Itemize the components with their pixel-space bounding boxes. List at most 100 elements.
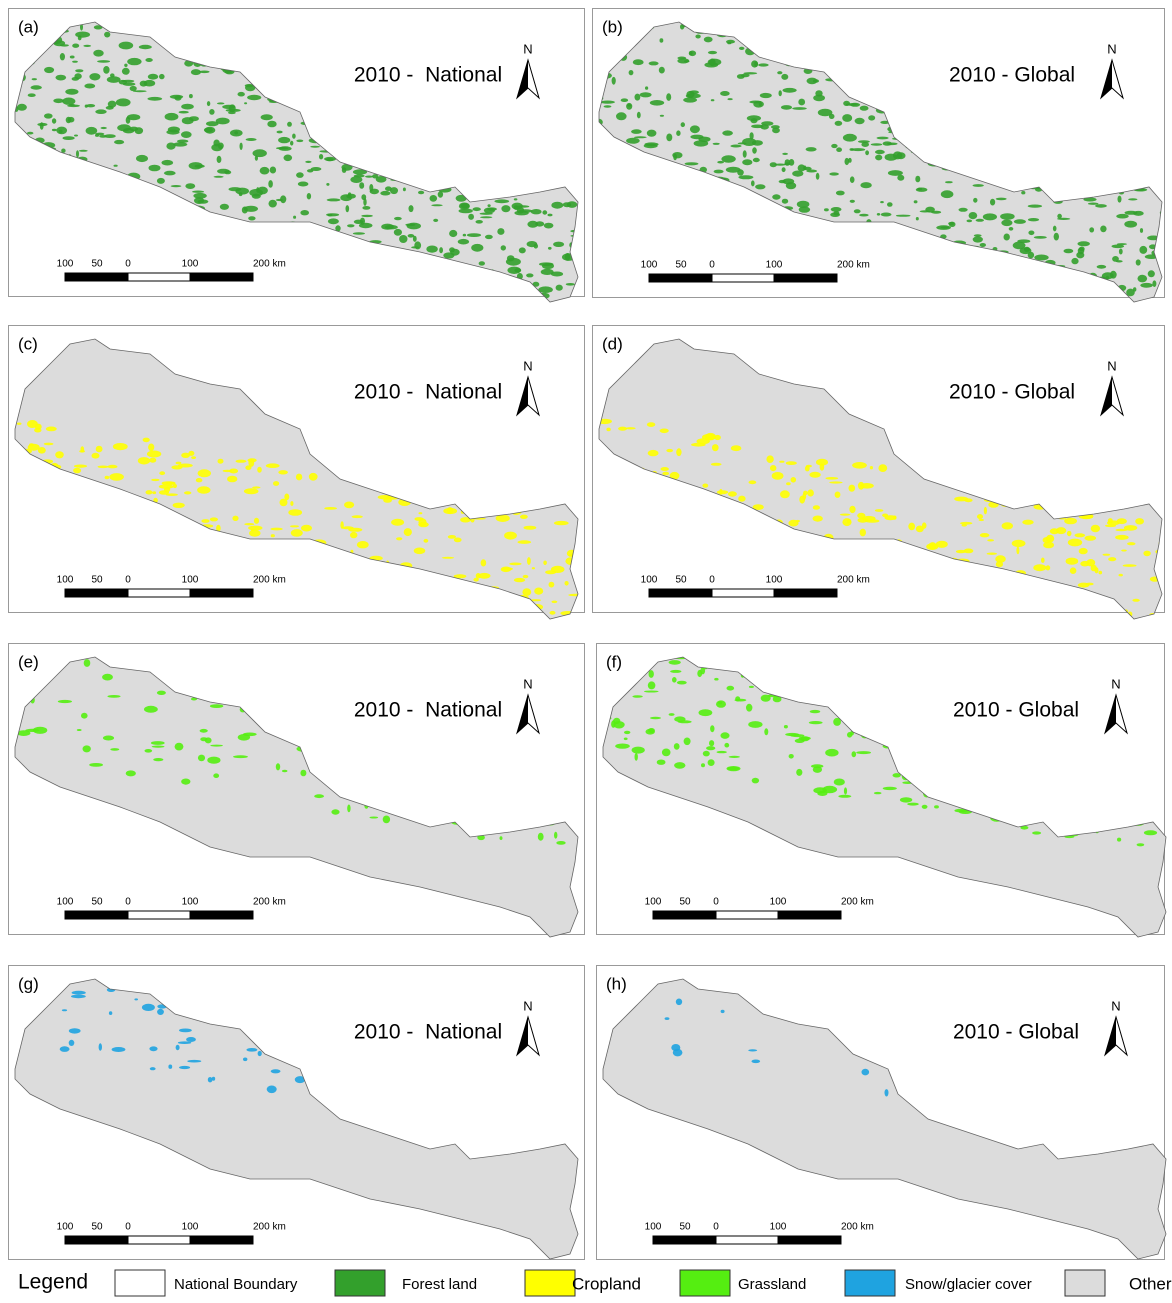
cover-patch [44, 67, 54, 73]
legend-label: Forest land [402, 1276, 477, 1293]
scale-bar-segment [128, 273, 190, 281]
cover-patch [708, 51, 717, 54]
cover-patch [476, 573, 481, 579]
cover-patch [871, 143, 883, 146]
scale-bar-segment [774, 274, 837, 282]
cover-patch [566, 283, 575, 286]
cover-patch [454, 538, 462, 543]
cover-patch [37, 123, 47, 126]
cover-patch [936, 225, 951, 230]
cover-patch [248, 526, 262, 531]
cover-patch [60, 1046, 70, 1052]
cover-patch [650, 100, 664, 106]
cover-patch [849, 506, 855, 513]
cover-patch [342, 167, 347, 173]
panel-title: 2010 - National [354, 699, 502, 722]
north-label: N [523, 358, 532, 373]
cover-patch [439, 247, 443, 253]
cover-patch [124, 64, 127, 67]
cover-patch [697, 670, 702, 677]
cover-patch [365, 176, 373, 178]
cover-patch [720, 91, 730, 96]
scale-label: 100 [182, 897, 199, 908]
cover-patch [514, 198, 518, 200]
cover-patch [662, 472, 669, 476]
cover-patch [838, 795, 851, 798]
cover-patch [751, 118, 758, 123]
cover-patch [520, 515, 528, 519]
cover-patch [1064, 249, 1074, 254]
cover-patch [964, 549, 974, 554]
map-panel: (e)2010 - NationalN100500100200 km [9, 644, 585, 938]
cover-patch [269, 200, 277, 208]
cover-patch [665, 1017, 670, 1020]
cover-patch [101, 127, 107, 129]
cover-patch [276, 199, 283, 201]
cover-patch [752, 147, 757, 153]
cover-patch [1135, 518, 1144, 524]
cover-patch [758, 63, 769, 66]
cover-patch [83, 745, 91, 752]
cover-patch [742, 159, 752, 165]
cover-patch [224, 170, 231, 174]
cover-patch [751, 125, 764, 129]
cover-patch [143, 438, 150, 443]
cover-patch [721, 1010, 725, 1013]
cover-patch [538, 833, 544, 841]
cover-patch [677, 681, 687, 685]
scale-bar-segment [712, 274, 774, 282]
scale-label: 200 km [841, 897, 874, 908]
cover-patch [296, 140, 303, 143]
panel-label: (e) [18, 652, 39, 671]
cover-patch [114, 140, 124, 144]
cover-patch [185, 183, 195, 189]
scale-label: 200 km [837, 575, 870, 586]
cover-patch [46, 427, 57, 432]
cover-patch [706, 746, 715, 750]
north-label: N [1111, 998, 1120, 1013]
cover-patch [666, 134, 672, 142]
cover-patch [240, 143, 243, 150]
scale-label: 100 [641, 260, 658, 271]
cover-patch [109, 1011, 112, 1015]
cover-patch [813, 505, 820, 510]
cover-patch [925, 614, 935, 617]
cover-patch [107, 76, 121, 83]
cover-patch [142, 1004, 155, 1011]
cover-patch [1112, 256, 1119, 262]
cover-patch [684, 60, 690, 62]
cover-patch [159, 74, 165, 79]
scale-label: 100 [770, 1222, 787, 1233]
cover-patch [979, 519, 985, 521]
cover-patch [473, 207, 481, 211]
cover-patch [730, 145, 741, 148]
cover-patch [554, 832, 557, 839]
cover-patch [884, 614, 899, 621]
cover-patch [460, 203, 469, 208]
cover-patch [795, 739, 805, 743]
scale-bar-segment [65, 911, 128, 919]
cover-patch [727, 686, 735, 691]
cover-patch [1125, 211, 1138, 215]
cover-patch [829, 114, 835, 119]
cover-patch [644, 691, 659, 693]
panel-title: 2010 - National [354, 1021, 502, 1044]
cover-patch [497, 228, 504, 235]
cover-patch [684, 738, 691, 746]
cover-patch [908, 523, 915, 531]
cover-patch [1097, 265, 1107, 269]
cover-patch [750, 132, 754, 139]
cover-patch [727, 767, 739, 771]
cover-patch [92, 453, 100, 459]
cover-patch [171, 185, 182, 187]
scale-label: 0 [125, 575, 131, 586]
cover-patch [186, 1037, 196, 1042]
cover-patch [772, 472, 784, 480]
cover-patch [501, 567, 511, 573]
cover-patch [810, 710, 821, 713]
cover-patch [962, 524, 967, 527]
cover-patch [710, 725, 714, 732]
legend-swatch [1065, 1270, 1105, 1296]
cover-patch [855, 615, 866, 621]
legend-label: Other [1129, 1274, 1172, 1293]
